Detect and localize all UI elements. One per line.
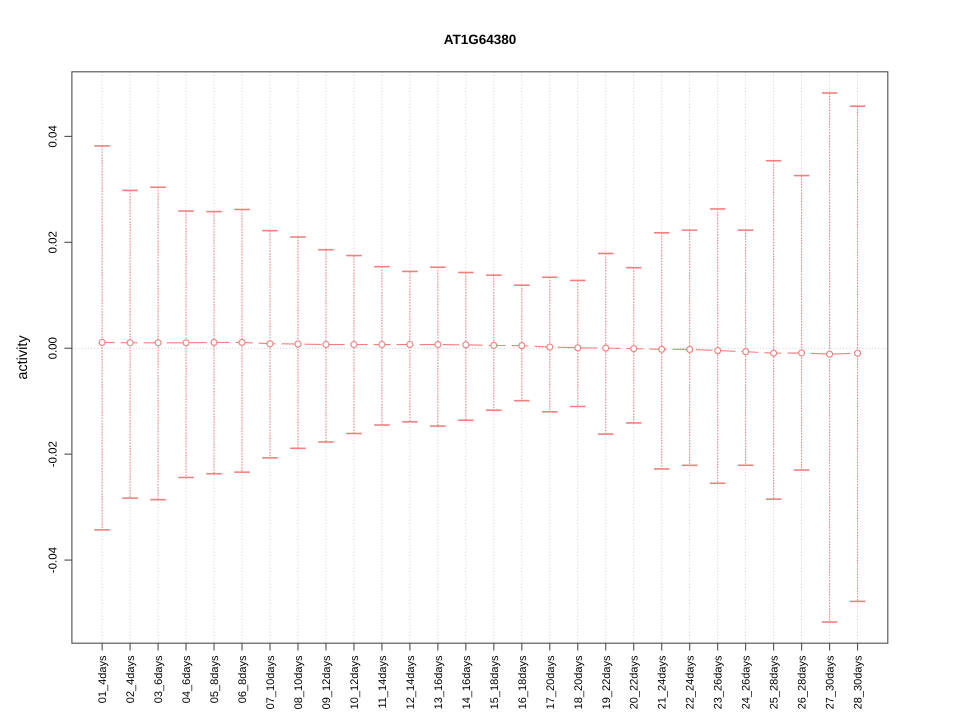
svg-text:06_8days: 06_8days xyxy=(237,655,249,703)
svg-text:19_22days: 19_22days xyxy=(601,655,613,709)
svg-text:05_8days: 05_8days xyxy=(209,655,221,703)
svg-text:15_18days: 15_18days xyxy=(489,655,501,709)
svg-text:02_4days: 02_4days xyxy=(125,655,137,703)
svg-text:23_26days: 23_26days xyxy=(713,655,725,709)
svg-text:01_4days: 01_4days xyxy=(97,655,109,703)
svg-text:04_6days: 04_6days xyxy=(181,655,193,703)
svg-text:18_20days: 18_20days xyxy=(573,655,585,709)
svg-text:03_6days: 03_6days xyxy=(153,655,165,703)
svg-text:-0.02: -0.02 xyxy=(47,441,59,467)
svg-text:10_12days: 10_12days xyxy=(349,655,361,709)
svg-text:12_14days: 12_14days xyxy=(405,655,417,709)
svg-text:24_26days: 24_26days xyxy=(741,655,753,709)
svg-text:16_18days: 16_18days xyxy=(517,655,529,709)
svg-text:22_24days: 22_24days xyxy=(685,655,697,709)
svg-text:-0.04: -0.04 xyxy=(47,546,59,573)
svg-text:0.02: 0.02 xyxy=(47,231,59,253)
svg-text:27_30days: 27_30days xyxy=(825,655,837,709)
svg-text:0.00: 0.00 xyxy=(47,337,59,359)
svg-text:28_30days: 28_30days xyxy=(853,655,865,709)
svg-text:21_24days: 21_24days xyxy=(657,655,669,709)
svg-text:09_12days: 09_12days xyxy=(321,655,333,709)
svg-text:08_10days: 08_10days xyxy=(293,655,305,709)
svg-text:0.04: 0.04 xyxy=(47,125,59,148)
svg-text:07_10days: 07_10days xyxy=(265,655,277,709)
svg-text:20_22days: 20_22days xyxy=(629,655,641,709)
svg-text:14_16days: 14_16days xyxy=(461,655,473,709)
svg-text:11_14days: 11_14days xyxy=(377,655,389,709)
svg-text:activity: activity xyxy=(15,335,31,380)
svg-text:13_16days: 13_16days xyxy=(433,655,445,709)
svg-text:25_28days: 25_28days xyxy=(769,655,781,709)
svg-text:17_20days: 17_20days xyxy=(545,655,557,709)
svg-text:AT1G64380: AT1G64380 xyxy=(444,32,517,47)
svg-text:26_28days: 26_28days xyxy=(797,655,809,709)
